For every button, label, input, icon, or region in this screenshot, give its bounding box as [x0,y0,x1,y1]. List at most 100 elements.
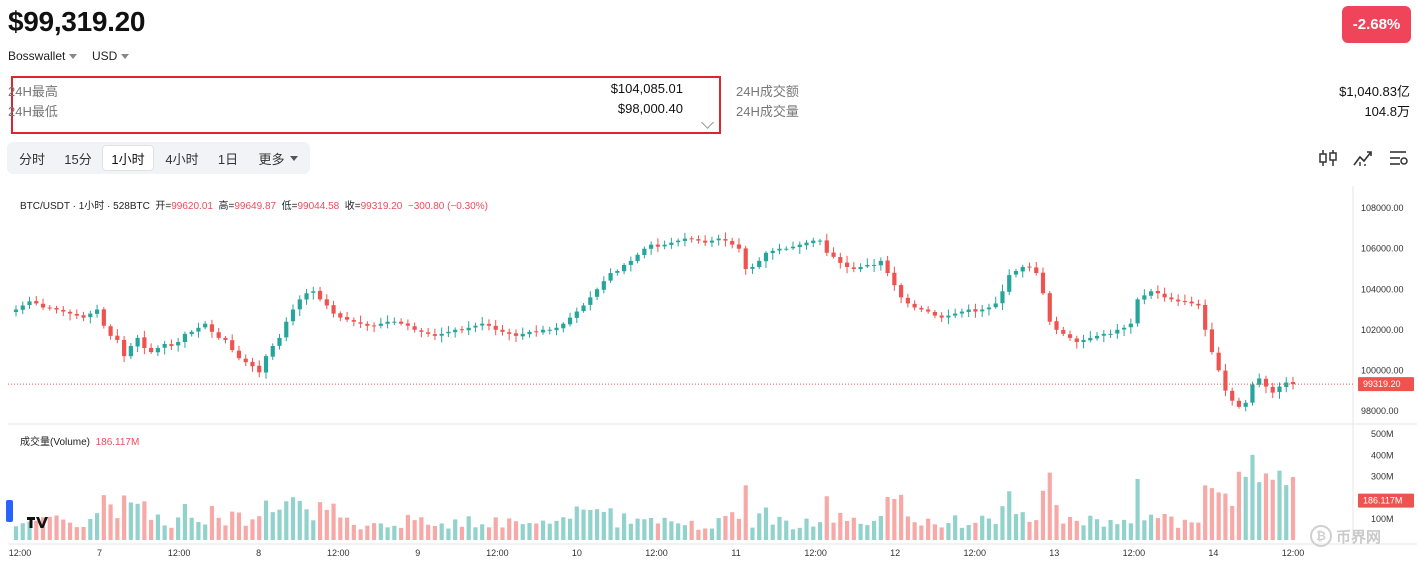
candle-body [696,239,701,241]
candle-body [561,323,566,329]
candle-body [892,272,897,286]
candle-body [831,252,836,257]
volume-bar [1128,523,1133,540]
volume-tick-label: 100M [1371,514,1394,524]
time-tick-label: 12:00 [168,548,191,558]
volume-bar [567,518,573,540]
volume-bar [1094,519,1100,540]
candle-body [527,331,532,335]
volume-bar [547,523,552,540]
candle-body [128,346,133,357]
wallet-dropdown[interactable]: Bosswallet [8,49,78,63]
candle-body [574,311,579,318]
candle-body [946,315,951,318]
candle-body [520,333,525,337]
volume-bar [817,522,823,540]
candle-body [500,329,505,332]
volume-bar [1216,492,1221,540]
volume-bar [486,527,492,540]
tab-1h[interactable]: 1小时 [102,145,154,171]
volume-bar [1223,493,1228,540]
volume-bar [628,523,633,540]
candle-body [993,303,998,308]
candle-body [743,248,748,269]
candle-body [966,309,971,313]
volume-bar [743,485,748,540]
price-tick-label: 98000.00 [1361,406,1399,416]
high-label: 高= [218,201,235,212]
volume-bar [919,525,924,540]
candle-body [851,267,856,269]
tab-15m[interactable]: 15分 [64,151,92,167]
candle-body [81,315,86,318]
candle-body [1101,333,1106,336]
settings-list-icon[interactable] [1388,148,1410,168]
volume-bar [1243,476,1248,540]
candle-body [54,307,59,310]
volume-bar [432,525,438,540]
currency-dropdown[interactable]: USD [92,49,130,63]
volume-bar [1176,527,1181,540]
volume-bar [1230,505,1235,540]
volume-bar [493,517,498,540]
candle-body [94,309,100,314]
candle-body [594,289,600,297]
volume-bar [513,521,519,540]
indicator-icon[interactable] [1352,148,1374,168]
volume-bar [723,515,728,540]
candle-body [513,333,519,336]
wallet-label: Bosswallet [8,49,66,63]
candlestick-chart[interactable]: 108000.00 106000.00 104000.00 102000.00 1000… [8,186,1417,564]
volume-bar [182,504,188,540]
volume-bar [797,527,802,540]
volume-bar [669,521,674,540]
candle-body [122,339,127,357]
candle-body [1176,299,1181,302]
side-panel-toggle[interactable] [6,500,13,522]
volume-bar [331,503,336,540]
candle-body [750,266,755,269]
candle-body [858,266,863,270]
candle-body [216,332,221,338]
volume-bar [689,520,694,540]
volume-bar [1277,470,1282,540]
candle-body [1250,384,1255,403]
volume-bar [216,517,221,540]
candle-body [554,327,559,331]
candle-type-icon[interactable] [1317,148,1339,168]
tab-more[interactable]: 更多 [250,145,306,171]
candle-body [1189,301,1194,304]
tab-1d[interactable]: 1日 [217,151,239,167]
candle-body [182,333,188,342]
volume-bar [419,517,424,540]
tab-4h[interactable]: 4小时 [165,151,199,167]
volume-bar [257,516,262,540]
volume-bar [615,527,620,540]
candle-body [730,240,735,245]
volume-bar [831,522,836,540]
candle-body [1094,335,1100,339]
volume-bar [500,527,505,540]
time-tick-label: 12:00 [804,548,827,558]
candle-body [344,317,350,320]
candle-body [1182,301,1187,303]
more-label: 更多 [258,151,285,167]
volume-bar [1169,516,1174,540]
volume-bar [338,517,343,540]
candle-body [1020,266,1025,272]
candle-body [378,323,383,326]
candle-body [838,257,843,263]
candle-body [1088,337,1093,341]
volume-bar [554,520,559,540]
volume-bar [905,516,910,540]
volume-bar [1040,490,1046,540]
volume-bar [480,524,485,540]
candle-body [358,322,363,324]
time-tick-label: 7 [97,548,102,558]
tab-fenshi[interactable]: 分时 [18,151,45,167]
candle-body [932,311,937,316]
candle-body [682,238,687,241]
candle-body [304,293,309,300]
volume-bar [736,518,742,540]
high-value: 99649.87 [234,201,277,212]
